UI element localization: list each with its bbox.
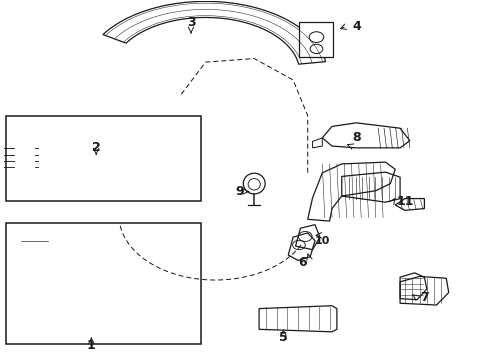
FancyBboxPatch shape [299,22,332,58]
Text: 8: 8 [351,131,360,144]
Text: 10: 10 [314,236,329,246]
Text: 7: 7 [419,291,428,305]
Text: 9: 9 [235,185,244,198]
Bar [6,223,201,344]
Text: 2: 2 [92,141,101,154]
Bar [14,144,35,173]
Text: 5: 5 [279,332,287,345]
Bar [6,116,201,202]
Text: 4: 4 [351,20,360,33]
Text: 11: 11 [395,195,413,208]
Text: 1: 1 [87,338,96,351]
Text: 6: 6 [298,256,306,269]
Text: 3: 3 [186,16,195,29]
FancyBboxPatch shape [21,234,47,248]
